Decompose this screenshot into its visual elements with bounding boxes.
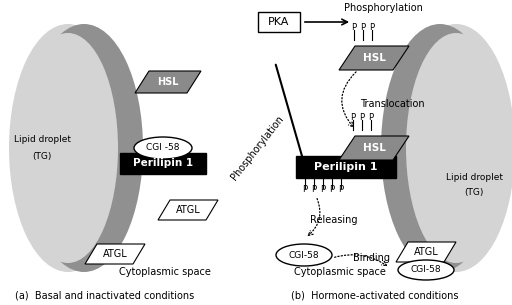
Text: Phosphorylation: Phosphorylation	[229, 114, 285, 182]
Text: Lipid droplet: Lipid droplet	[445, 174, 502, 182]
Text: CGI-58: CGI-58	[411, 265, 441, 275]
Text: P: P	[321, 185, 326, 195]
FancyArrowPatch shape	[335, 255, 387, 266]
FancyArrowPatch shape	[308, 199, 320, 235]
Text: Cytoplasmic space: Cytoplasmic space	[294, 267, 386, 277]
Ellipse shape	[406, 33, 506, 263]
Text: P: P	[370, 23, 375, 33]
Text: ATGL: ATGL	[176, 205, 200, 215]
Text: Cytoplasmic space: Cytoplasmic space	[119, 267, 211, 277]
Text: CGI-58: CGI-58	[289, 250, 319, 260]
Text: Perilipin 1: Perilipin 1	[133, 158, 193, 168]
Text: P: P	[311, 185, 316, 195]
Text: P: P	[360, 23, 366, 33]
Text: P: P	[350, 113, 355, 123]
Text: Translocation: Translocation	[360, 99, 424, 109]
Text: Phosphorylation: Phosphorylation	[344, 3, 422, 13]
Ellipse shape	[134, 137, 192, 159]
Text: (TG): (TG)	[32, 152, 52, 160]
Text: PKA: PKA	[268, 17, 290, 27]
Ellipse shape	[9, 24, 127, 272]
Polygon shape	[85, 244, 145, 264]
Text: (TG): (TG)	[464, 188, 484, 196]
Ellipse shape	[18, 33, 118, 263]
Text: HSL: HSL	[157, 77, 179, 87]
Text: Lipid droplet: Lipid droplet	[13, 135, 71, 145]
FancyBboxPatch shape	[296, 156, 396, 178]
Text: P: P	[351, 23, 356, 33]
Polygon shape	[135, 71, 201, 93]
Text: HSL: HSL	[362, 143, 386, 153]
Polygon shape	[339, 46, 409, 70]
Polygon shape	[158, 200, 218, 220]
Text: P: P	[369, 113, 374, 123]
FancyBboxPatch shape	[258, 12, 300, 32]
Text: (a)  Basal and inactivated conditions: (a) Basal and inactivated conditions	[15, 291, 195, 301]
Polygon shape	[339, 136, 409, 160]
Text: ATGL: ATGL	[102, 249, 127, 259]
Text: (b)  Hormone-activated conditions: (b) Hormone-activated conditions	[291, 291, 459, 301]
Text: P: P	[359, 113, 365, 123]
FancyArrowPatch shape	[342, 72, 356, 127]
Ellipse shape	[381, 24, 499, 272]
Text: P: P	[338, 185, 344, 195]
Text: ATGL: ATGL	[414, 247, 438, 257]
Ellipse shape	[397, 24, 512, 272]
Text: CGI -58: CGI -58	[146, 143, 180, 152]
Text: P: P	[329, 185, 334, 195]
Text: Releasing: Releasing	[310, 215, 357, 225]
Text: HSL: HSL	[362, 53, 386, 63]
Text: Binding: Binding	[353, 253, 391, 263]
Polygon shape	[396, 242, 456, 262]
Ellipse shape	[25, 24, 143, 272]
FancyBboxPatch shape	[120, 153, 206, 174]
Text: Perilipin 1: Perilipin 1	[314, 162, 378, 172]
Ellipse shape	[398, 260, 454, 280]
Text: P: P	[303, 185, 308, 195]
Ellipse shape	[276, 244, 332, 266]
